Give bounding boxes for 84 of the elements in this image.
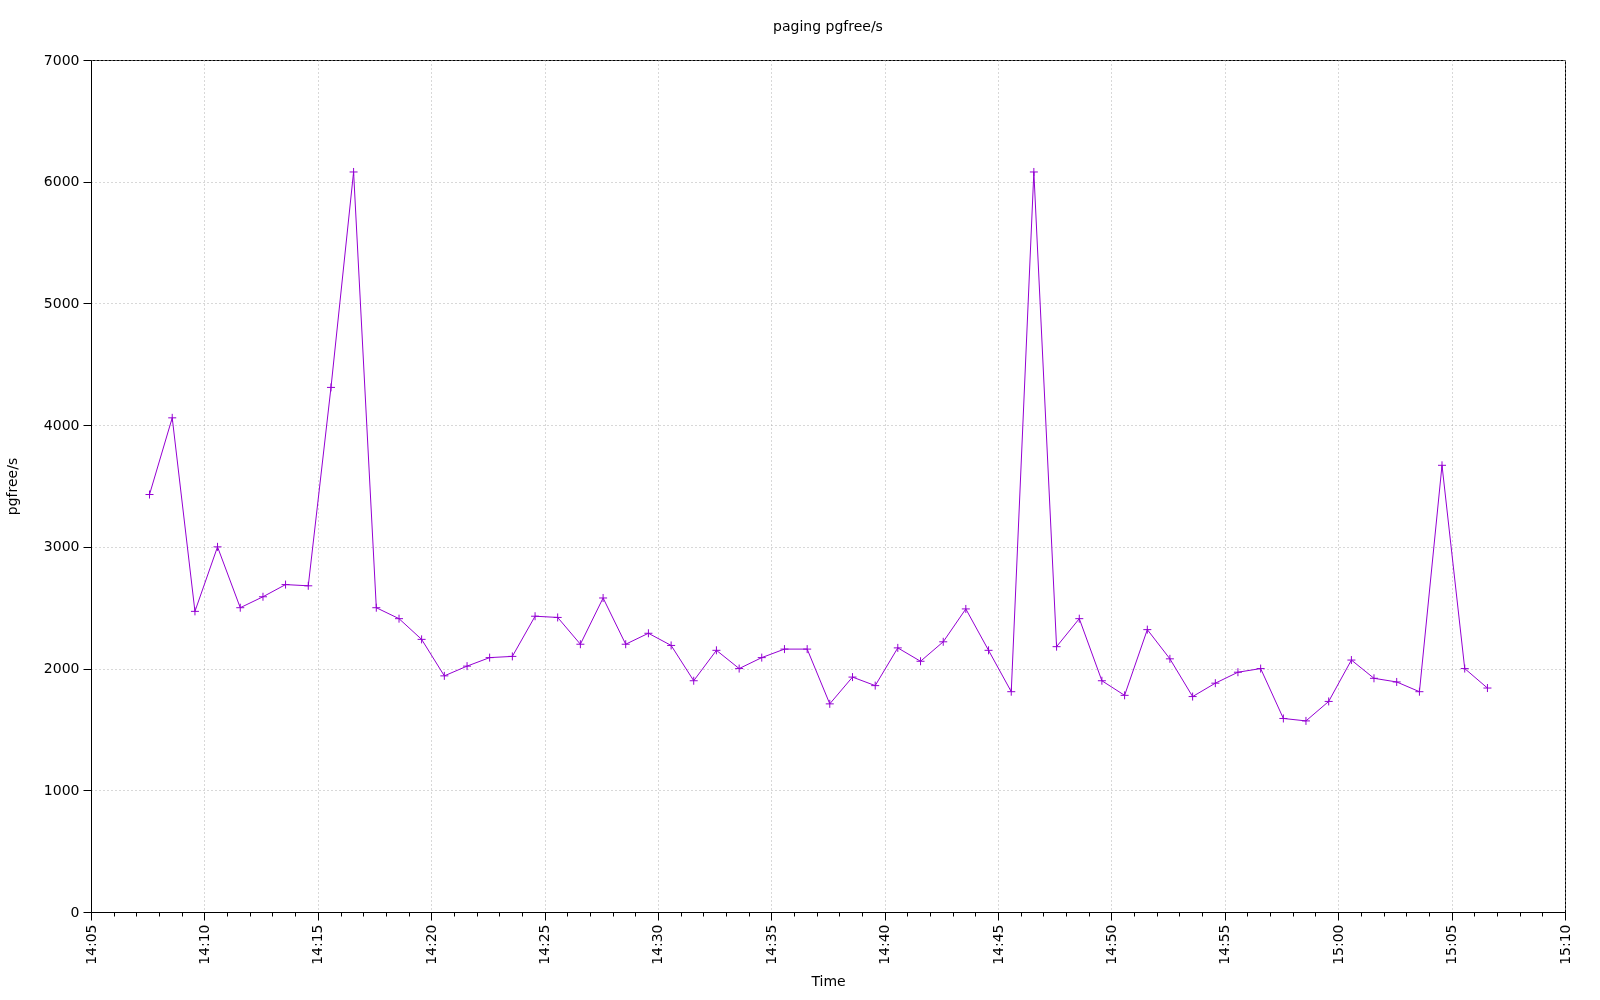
- point: [1165, 654, 1175, 664]
- point: [666, 640, 676, 650]
- point: [507, 651, 517, 661]
- point: [349, 167, 359, 177]
- point: [734, 664, 744, 674]
- point: [462, 661, 472, 671]
- point: [1301, 716, 1311, 726]
- point: [643, 628, 653, 638]
- chart-title: paging pgfree/s: [773, 18, 883, 34]
- x-tick-label: 15:00: [1329, 924, 1346, 965]
- point: [235, 603, 245, 613]
- x-tick-label: 15:05: [1443, 924, 1460, 965]
- point: [916, 656, 926, 666]
- point: [1256, 664, 1266, 674]
- point: [757, 653, 767, 663]
- x-axis-title: Time: [810, 972, 846, 989]
- point: [1188, 692, 1198, 702]
- point: [802, 644, 812, 654]
- x-tick-label: 14:05: [82, 924, 99, 965]
- x-tick-label: 14:25: [536, 924, 553, 965]
- point: [1074, 614, 1084, 624]
- point: [621, 639, 631, 649]
- point: [213, 542, 223, 552]
- point: [1392, 677, 1402, 687]
- point: [779, 644, 789, 654]
- point: [1210, 678, 1220, 688]
- y-tick-label: 3000: [43, 538, 80, 555]
- y-tick-label: 4000: [43, 416, 80, 433]
- point: [394, 614, 404, 624]
- x-tick-label: 14:35: [762, 924, 779, 965]
- point: [1006, 687, 1016, 697]
- point: [303, 581, 313, 591]
- point: [1233, 667, 1243, 677]
- y-axis-title: pgfree/s: [3, 457, 20, 516]
- point: [281, 580, 291, 590]
- x-tick-label: 14:10: [195, 924, 212, 965]
- point: [258, 592, 268, 602]
- point: [1437, 460, 1447, 470]
- y-tick-label: 5000: [43, 294, 80, 311]
- y-tick-label: 2000: [43, 660, 80, 677]
- point: [847, 672, 857, 682]
- y-tick-label: 6000: [43, 173, 80, 190]
- x-tick-label: 15:10: [1556, 924, 1573, 965]
- point: [417, 634, 427, 644]
- point: [598, 593, 608, 603]
- point: [530, 611, 540, 621]
- point: [1369, 673, 1379, 683]
- point: [371, 603, 381, 613]
- x-tick-label: 14:50: [1102, 924, 1119, 965]
- point: [190, 606, 200, 616]
- point: [1120, 690, 1130, 700]
- x-tick-label: 14:15: [309, 924, 326, 965]
- point: [689, 676, 699, 686]
- point: [1029, 167, 1039, 177]
- point: [1278, 713, 1288, 723]
- point: [1097, 676, 1107, 686]
- point: [575, 639, 585, 649]
- y-tick-label: 7000: [43, 51, 80, 68]
- point: [553, 612, 563, 622]
- y-tick-label: 1000: [43, 781, 80, 798]
- point: [1482, 683, 1492, 693]
- x-tick-label: 14:20: [422, 924, 439, 965]
- x-tick-label: 14:55: [1216, 924, 1233, 965]
- point: [825, 699, 835, 709]
- point: [1142, 625, 1152, 635]
- x-tick-label: 14:40: [876, 924, 893, 965]
- point: [326, 382, 336, 392]
- point: [167, 413, 177, 423]
- point: [1414, 687, 1424, 697]
- x-tick-label: 14:30: [649, 924, 666, 965]
- point: [938, 637, 948, 647]
- point: [711, 645, 721, 655]
- point: [1052, 642, 1062, 652]
- point: [1460, 664, 1470, 674]
- point: [961, 604, 971, 614]
- point: [870, 681, 880, 691]
- point: [485, 653, 495, 663]
- point: [1324, 696, 1334, 706]
- x-tick-label: 14:45: [989, 924, 1006, 965]
- point: [984, 645, 994, 655]
- point: [1346, 655, 1356, 665]
- point: [893, 643, 903, 653]
- point: [439, 671, 449, 681]
- y-tick-label: 0: [70, 903, 80, 920]
